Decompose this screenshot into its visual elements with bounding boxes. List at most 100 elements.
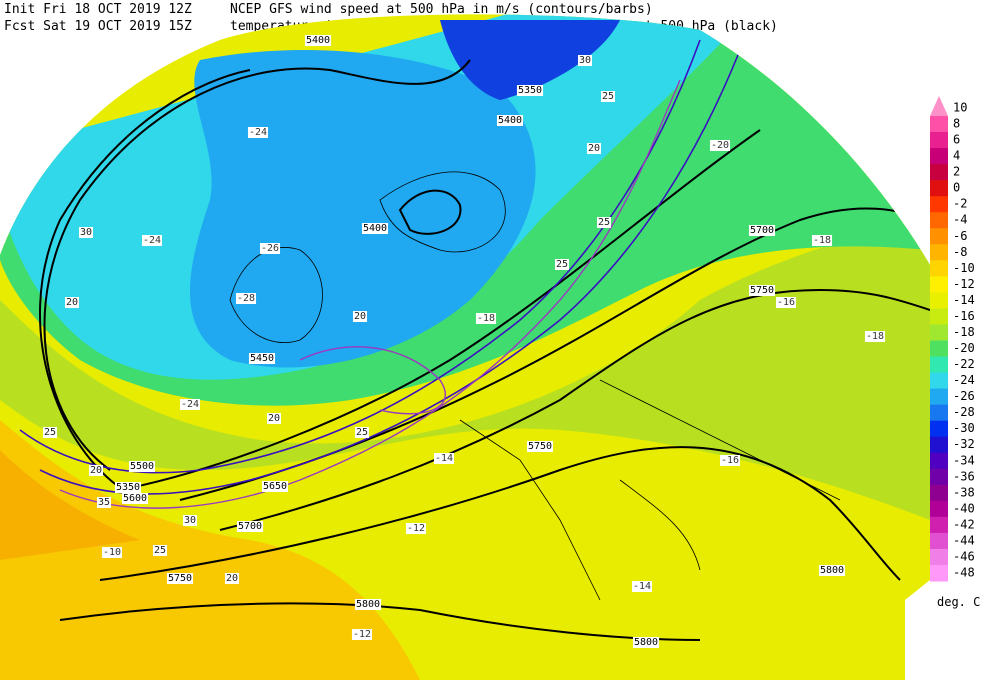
colorbar-cell <box>930 196 948 213</box>
colorbar-cell <box>930 324 948 341</box>
colorbar-cell <box>930 148 948 165</box>
colorbar-label: -12 <box>953 277 975 291</box>
temperature-label: -18 <box>813 235 831 246</box>
colorbar-label: -20 <box>953 341 975 355</box>
colorbar-label: -48 <box>953 566 975 580</box>
wind-label: 20 <box>588 143 600 154</box>
label-background <box>248 353 276 364</box>
forecast-time: Fcst Sat 19 OCT 2019 15Z <box>4 19 192 34</box>
wind-label: 20 <box>90 465 102 476</box>
wind-label: 20 <box>354 311 366 322</box>
colorbar-label: -44 <box>953 533 975 547</box>
height-label: 5400 <box>363 223 387 234</box>
label-background <box>304 35 332 46</box>
colorbar-label: -2 <box>953 197 967 211</box>
colorbar-cell <box>930 292 948 309</box>
colorbar-label: -6 <box>953 229 967 243</box>
label-background <box>64 297 80 308</box>
temperature-label: -18 <box>866 331 884 342</box>
wind-label: 30 <box>184 515 196 526</box>
label-background <box>709 140 731 151</box>
colorbar-cell <box>930 276 948 293</box>
colorbar-label: -30 <box>953 421 975 435</box>
colorbar-label: -22 <box>953 357 975 371</box>
map-labels: 5400 5350 5400 5400 5450 5500 5350 5600 … <box>42 35 886 648</box>
label-background <box>586 143 602 154</box>
label-background <box>101 547 123 558</box>
label-background <box>596 217 612 228</box>
wind-label: 25 <box>556 259 568 270</box>
label-background <box>266 413 282 424</box>
height-contour <box>59 602 701 641</box>
height-label: 5800 <box>634 637 658 648</box>
height-contour <box>219 288 930 531</box>
label-background <box>179 399 201 410</box>
height-label: 5400 <box>498 115 522 126</box>
colorbar-label: -4 <box>953 213 967 227</box>
colorbar-label: 4 <box>953 149 960 163</box>
colorbar-label: -16 <box>953 309 975 323</box>
colorbar-cell <box>930 116 948 133</box>
wind-contour <box>19 39 701 474</box>
label-background <box>128 461 156 472</box>
wind-contour <box>299 346 447 415</box>
label-background <box>96 497 112 508</box>
colorbar-cell <box>930 180 948 197</box>
colorbar-cell <box>930 436 948 454</box>
label-background <box>352 311 368 322</box>
colorbar-cell <box>930 132 948 149</box>
height-label: 5750 <box>168 573 192 584</box>
label-background <box>182 515 198 526</box>
temperature-label: -26 <box>261 243 279 254</box>
colorbar-cell <box>930 228 948 245</box>
label-background <box>259 243 281 254</box>
height-label: 5700 <box>238 521 262 532</box>
wind-label: 25 <box>598 217 610 228</box>
wind-label: 30 <box>579 55 591 66</box>
warm-core <box>0 450 140 560</box>
height-contour <box>39 69 251 501</box>
height-contour <box>43 59 471 471</box>
colorbar-unit: deg. C <box>937 595 980 609</box>
temperature-label: -14 <box>435 453 453 464</box>
temperature-label: -24 <box>249 127 267 138</box>
height-label: 5500 <box>130 461 154 472</box>
colorbar-cell <box>930 96 948 117</box>
label-background <box>78 227 94 238</box>
wind-label: 35 <box>98 497 110 508</box>
label-background <box>42 427 58 438</box>
wind-label: 30 <box>80 227 92 238</box>
coldest-core <box>440 20 620 100</box>
colorbar-cell <box>930 308 948 325</box>
label-background <box>433 453 455 464</box>
wind-label: 25 <box>44 427 56 438</box>
label-background <box>526 441 554 452</box>
colorbar-cell <box>930 516 948 534</box>
label-background <box>554 259 570 270</box>
wind-label: 25 <box>154 545 166 556</box>
colorbar: 10 8 6 4 2 0 -2 -4 -6 -8 -10 -12 -14 -16 -18 -20 -22 -24 -… <box>930 96 975 582</box>
label-background <box>811 235 833 246</box>
label-background <box>247 127 269 138</box>
label-background <box>632 637 660 648</box>
label-background <box>236 521 264 532</box>
colorbar-label: -26 <box>953 389 975 403</box>
label-background <box>818 565 846 576</box>
height-label: 5800 <box>356 599 380 610</box>
height-label: 5700 <box>750 225 774 236</box>
label-background <box>775 297 797 308</box>
label-background <box>516 85 544 96</box>
colorbar-label: 2 <box>953 165 960 179</box>
cool-band <box>0 220 930 520</box>
colorbar-label: -34 <box>953 453 975 467</box>
height-label: 5650 <box>263 481 287 492</box>
colorbar-label: -24 <box>953 373 975 387</box>
temperature-label: -28 <box>237 293 255 304</box>
wind-label: 20 <box>226 573 238 584</box>
colorbar-label: -14 <box>953 293 975 307</box>
colorbar-cell <box>930 372 948 390</box>
colorbar-label: -40 <box>953 501 975 515</box>
height-label: 5750 <box>750 285 774 296</box>
colorbar-cell <box>930 340 948 358</box>
